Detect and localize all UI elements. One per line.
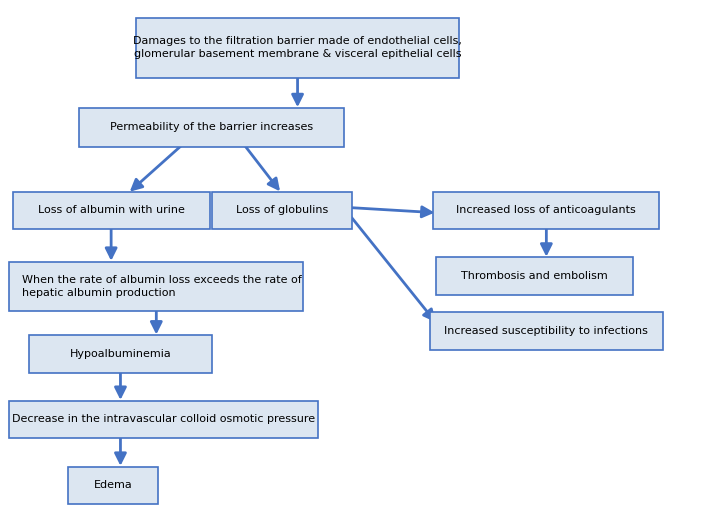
FancyBboxPatch shape xyxy=(69,467,158,504)
FancyBboxPatch shape xyxy=(429,312,663,350)
FancyBboxPatch shape xyxy=(12,192,210,229)
FancyBboxPatch shape xyxy=(9,262,303,311)
Text: Increased loss of anticoagulants: Increased loss of anticoagulants xyxy=(457,205,636,215)
Text: Decrease in the intravascular colloid osmotic pressure: Decrease in the intravascular colloid os… xyxy=(12,414,315,425)
Text: Thrombosis and embolism: Thrombosis and embolism xyxy=(461,271,607,281)
Text: Permeability of the barrier increases: Permeability of the barrier increases xyxy=(110,122,313,132)
Text: Damages to the filtration barrier made of endothelial cells,
glomerular basement: Damages to the filtration barrier made o… xyxy=(133,36,462,59)
Text: Increased susceptibility to infections: Increased susceptibility to infections xyxy=(445,326,648,336)
FancyBboxPatch shape xyxy=(436,257,633,295)
FancyBboxPatch shape xyxy=(79,108,344,146)
FancyBboxPatch shape xyxy=(433,192,659,229)
Text: When the rate of albumin loss exceeds the rate of
hepatic albumin production: When the rate of albumin loss exceeds th… xyxy=(22,275,301,298)
FancyBboxPatch shape xyxy=(29,335,212,373)
Text: Loss of albumin with urine: Loss of albumin with urine xyxy=(38,205,184,215)
Text: Loss of globulins: Loss of globulins xyxy=(236,205,328,215)
FancyBboxPatch shape xyxy=(136,18,459,77)
FancyBboxPatch shape xyxy=(212,192,351,229)
Text: Hypoalbuminemia: Hypoalbuminemia xyxy=(70,349,171,359)
FancyBboxPatch shape xyxy=(9,401,318,438)
Text: Edema: Edema xyxy=(94,480,133,490)
